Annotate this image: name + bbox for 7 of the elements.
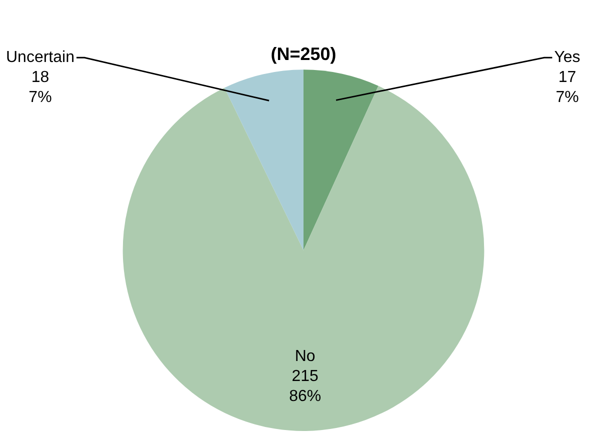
data-label: 18 7% [28, 69, 52, 106]
chart-title: (N=250) [270, 44, 336, 64]
slice-label: No [294, 348, 316, 366]
data-label: 17 7% [556, 69, 579, 106]
slice-label: Yes [554, 49, 580, 66]
data-label: 215 86% [289, 368, 322, 406]
slice-label: Uncertain [6, 49, 74, 66]
